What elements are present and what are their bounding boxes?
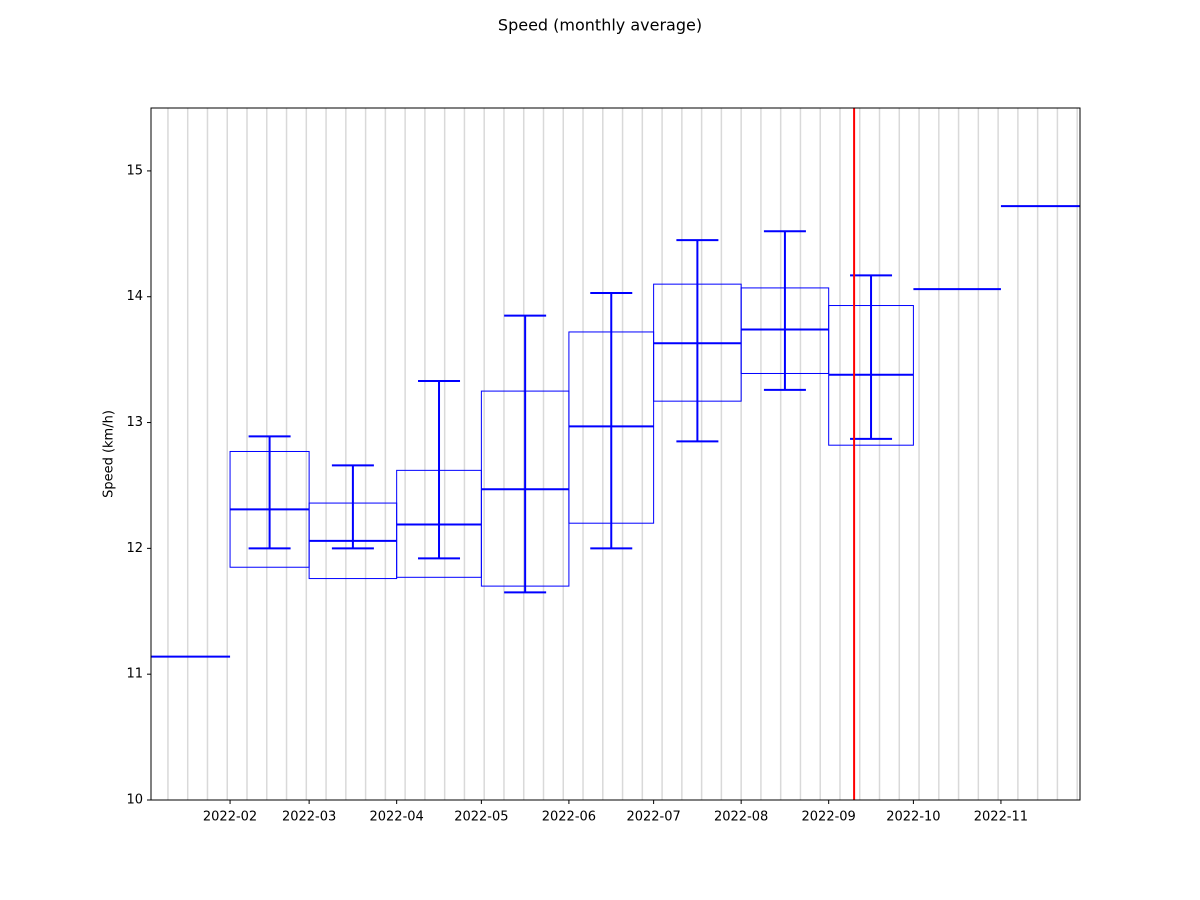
x-tick-label: 2022-09 — [802, 810, 856, 825]
x-tick-label: 2022-02 — [203, 810, 257, 825]
y-tick-label: 11 — [126, 667, 143, 682]
y-axis-label: Speed (km/h) — [102, 410, 117, 498]
x-tick-label: 2022-08 — [714, 810, 768, 825]
y-tick-label: 12 — [126, 541, 143, 556]
chart-title: Speed (monthly average) — [498, 16, 702, 35]
x-tick-label: 2022-11 — [974, 810, 1028, 825]
y-tick-label: 14 — [126, 289, 143, 304]
y-tick-label: 15 — [126, 163, 143, 178]
plot-frame — [150, 107, 1081, 801]
x-tick-label: 2022-05 — [454, 810, 508, 825]
x-tick-label: 2022-07 — [626, 810, 680, 825]
x-tick-label: 2022-06 — [542, 810, 596, 825]
y-tick-label: 13 — [126, 415, 143, 430]
x-tick-label: 2022-03 — [282, 810, 336, 825]
y-tick-label: 10 — [126, 793, 143, 808]
x-tick-label: 2022-10 — [886, 810, 940, 825]
x-tick-label: 2022-04 — [369, 810, 423, 825]
